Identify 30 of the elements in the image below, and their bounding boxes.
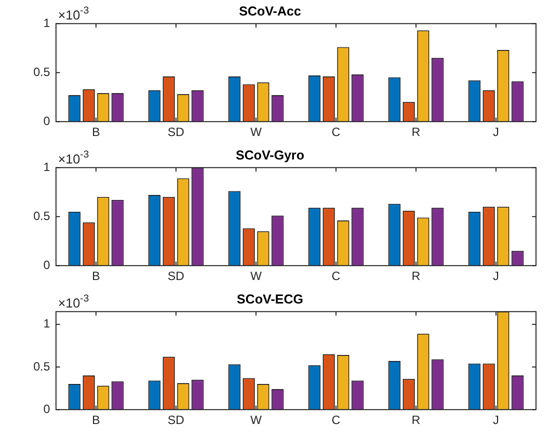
y-tick-label: 1: [43, 16, 50, 30]
y-tick-label: 0.5: [33, 64, 50, 79]
y-tick-label: 0: [43, 402, 50, 416]
x-tick-label: W: [250, 413, 262, 428]
x-tick-label: J: [493, 413, 499, 428]
y-tick-label: 1: [43, 160, 50, 174]
x-tick-label: R: [412, 269, 421, 284]
chart-title: SCoV-ECG: [236, 291, 304, 306]
chart-title: SCoV-Gyro: [236, 147, 304, 162]
x-tick-label: J: [493, 269, 499, 284]
x-tick-label: W: [250, 125, 262, 140]
x-tick-label: C: [332, 125, 341, 140]
x-tick-label: W: [250, 269, 262, 284]
x-tick-label: SD: [168, 269, 185, 284]
chart-title: SCoV-Acc: [238, 3, 302, 18]
y-tick-label: 0: [43, 114, 50, 128]
x-tick-label: SD: [168, 413, 185, 428]
y-tick-label: 1: [43, 316, 50, 331]
x-tick-label: C: [332, 269, 341, 284]
y-tick-label: 0: [43, 258, 50, 272]
x-tick-label: C: [332, 413, 341, 428]
x-tick-label: R: [412, 125, 421, 140]
x-tick-label: B: [92, 269, 100, 284]
x-tick-label: B: [92, 413, 100, 428]
x-tick-label: J: [493, 125, 499, 140]
x-tick-label: SD: [168, 125, 185, 140]
y-tick-label: 0.5: [33, 359, 50, 374]
x-tick-label: R: [412, 413, 421, 428]
y-tick-label: 0.5: [33, 208, 50, 223]
x-tick-label: B: [92, 125, 100, 140]
